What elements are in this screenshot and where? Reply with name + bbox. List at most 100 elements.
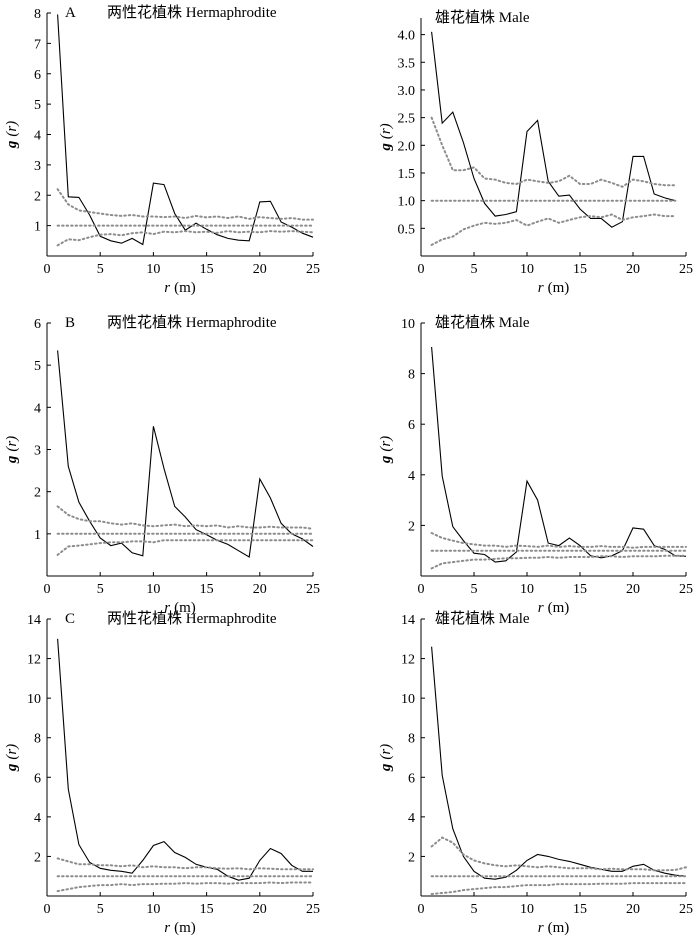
y-axis-variable: g	[4, 763, 20, 772]
x-axis-label: r (m)	[538, 280, 570, 296]
envelope-series-line	[430, 882, 687, 895]
y-tick-label: 3.5	[398, 56, 416, 71]
y-tick-label: 1	[34, 220, 41, 235]
y-axis-argument: (r)	[4, 121, 20, 137]
y-axis-label: g (r)	[4, 121, 20, 149]
chart-panel-5: 0 5 10 15 20 25 2 4 6 8 10 12 14 C 两性花植株 Hermaphrodite…	[4, 610, 320, 936]
x-axis-variable: r	[538, 280, 544, 296]
y-axis-argument: (r)	[378, 436, 394, 452]
y-tick-label: 7	[34, 37, 41, 52]
x-axis-unit: (m)	[174, 600, 196, 616]
x-axis-variable: r	[164, 280, 170, 296]
chart-panel-4: 0 5 10 15 20 25 2 4 6 8 10 雄花植株 Male r (m) g (r)	[378, 314, 693, 616]
y-tick-label: 4	[408, 811, 415, 826]
panel-letter: A	[65, 5, 76, 21]
y-tick-label: 6	[408, 418, 415, 433]
x-axis-variable: r	[538, 920, 544, 936]
y-axis-label: g (r)	[4, 436, 20, 464]
y-tick-label: 8	[408, 732, 415, 747]
x-tick-label: 0	[44, 902, 51, 917]
x-axis-unit: (m)	[548, 600, 570, 616]
x-tick-label: 10	[146, 902, 160, 917]
envelope-series-line	[430, 116, 677, 188]
y-tick-label: 3	[34, 159, 41, 174]
panel-title: 两性花植株 Hermaphrodite	[107, 610, 277, 627]
y-tick-label: 1.5	[398, 167, 416, 182]
y-axis-label: g (r)	[378, 436, 394, 464]
envelope-series-line	[56, 539, 314, 556]
y-axis-label: g (r)	[378, 744, 394, 772]
envelope-series-line	[56, 188, 314, 221]
x-tick-label: 0	[418, 262, 425, 277]
envelope-series-line	[56, 505, 314, 530]
envelope-series-line	[430, 213, 677, 246]
y-tick-label: 5	[34, 359, 41, 374]
y-tick-label: 3.0	[398, 84, 416, 99]
x-tick-label: 15	[200, 262, 214, 277]
x-tick-label: 25	[679, 582, 693, 597]
y-tick-label: 10	[401, 692, 415, 707]
envelope-series-line	[430, 836, 687, 872]
x-tick-label: 10	[146, 582, 160, 597]
y-tick-label: 3	[34, 444, 41, 459]
y-tick-label: 2	[34, 850, 41, 865]
x-axis-label: r (m)	[164, 920, 196, 936]
x-axis-variable: r	[164, 600, 170, 616]
x-axis-label: r (m)	[164, 600, 196, 616]
chart-panel-2: 0 5 10 15 20 25 0.5 1.0 1.5 2.0 2.5 3.0 3.5 4.0 雄花植株 M…	[378, 9, 693, 296]
x-tick-label: 25	[306, 902, 320, 917]
y-tick-label: 10	[27, 692, 41, 707]
x-tick-label: 10	[520, 582, 534, 597]
y-axis-variable: g	[378, 143, 394, 152]
y-tick-label: 2	[34, 189, 41, 204]
envelope-series-line	[430, 554, 687, 570]
y-axis-variable: g	[4, 455, 20, 464]
panel-title: 雄花植株 Male	[435, 610, 530, 627]
x-tick-label: 20	[253, 262, 267, 277]
y-tick-label: 4.0	[398, 29, 416, 44]
x-tick-label: 15	[200, 902, 214, 917]
observed-series-line	[431, 346, 687, 563]
y-axis-variable: g	[4, 140, 20, 149]
x-tick-label: 15	[573, 902, 587, 917]
y-tick-label: 4	[34, 811, 41, 826]
x-axis-unit: (m)	[548, 920, 570, 936]
y-tick-label: 14	[27, 613, 41, 628]
observed-series-line	[57, 14, 314, 246]
x-tick-label: 5	[471, 262, 478, 277]
x-tick-label: 5	[471, 902, 478, 917]
y-axis-argument: (r)	[4, 744, 20, 760]
y-tick-label: 6	[408, 771, 415, 786]
x-tick-label: 5	[97, 902, 104, 917]
envelope-series-line	[430, 532, 687, 549]
chart-panel-6: 0 5 10 15 20 25 2 4 6 8 10 12 14 雄花植株 Male r (m) g (r)	[378, 610, 693, 936]
y-tick-label: 2.5	[398, 112, 416, 127]
envelope-series-line	[56, 857, 314, 871]
y-axis-variable: g	[378, 763, 394, 772]
y-axis-argument: (r)	[378, 744, 394, 760]
y-tick-label: 6	[34, 771, 41, 786]
y-tick-label: 1.0	[398, 195, 416, 210]
y-tick-label: 6	[34, 68, 41, 83]
x-tick-label: 15	[573, 262, 587, 277]
x-tick-label: 15	[573, 582, 587, 597]
y-tick-label: 8	[34, 732, 41, 747]
x-tick-label: 10	[520, 262, 534, 277]
y-tick-label: 2	[34, 486, 41, 501]
y-tick-label: 10	[401, 317, 415, 332]
x-tick-label: 0	[418, 582, 425, 597]
y-tick-label: 2.0	[398, 139, 416, 154]
y-tick-label: 1	[34, 528, 41, 543]
x-tick-label: 10	[520, 902, 534, 917]
x-tick-label: 5	[97, 582, 104, 597]
y-axis-label: g (r)	[4, 744, 20, 772]
panel-title: 雄花植株 Male	[435, 9, 530, 26]
y-tick-label: 8	[34, 7, 41, 22]
panel-title: 两性花植株 Hermaphrodite	[107, 314, 277, 331]
x-axis-unit: (m)	[174, 280, 196, 296]
observed-series-line	[57, 350, 314, 558]
y-tick-label: 4	[34, 401, 41, 416]
y-tick-label: 2	[408, 519, 415, 534]
